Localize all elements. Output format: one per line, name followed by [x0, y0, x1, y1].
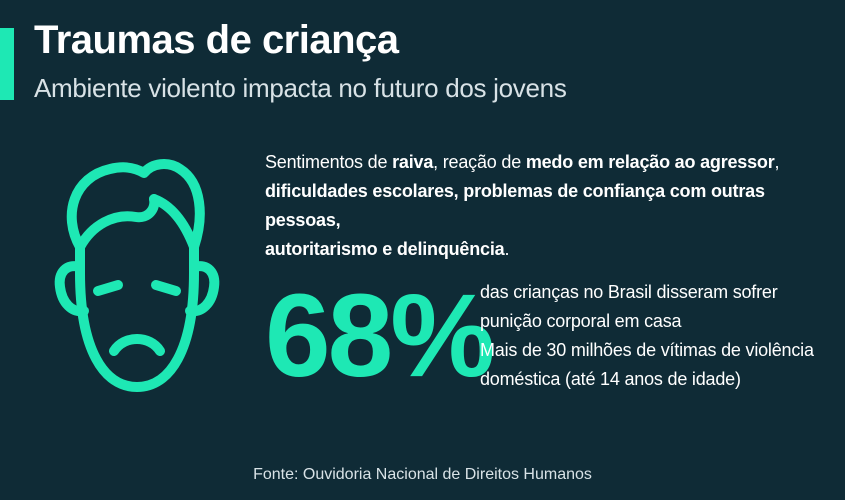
feelings-text: Sentimentos de raiva, reação de medo em …: [265, 152, 780, 259]
accent-bar: [0, 28, 14, 100]
source-footer: Fonte: Ouvidoria Nacional de Direitos Hu…: [253, 466, 592, 483]
stat-line-2: punição corporal em casa: [480, 311, 682, 331]
sad-face-icon: [54, 159, 220, 392]
page-title: Traumas de criança: [34, 18, 399, 62]
stat-line-1: das crianças no Brasil disseram sofrer: [480, 282, 778, 302]
page-subtitle: Ambiente violento impacta no futuro dos …: [34, 73, 567, 103]
stat-description: das crianças no Brasil disseram sofrer p…: [480, 278, 820, 394]
stat-percentage: 68%: [265, 270, 495, 402]
stat-line-3: Mais de 30 milhões de vítimas de violênc…: [480, 340, 814, 360]
stat-line-4: doméstica (até 14 anos de idade): [480, 369, 741, 389]
